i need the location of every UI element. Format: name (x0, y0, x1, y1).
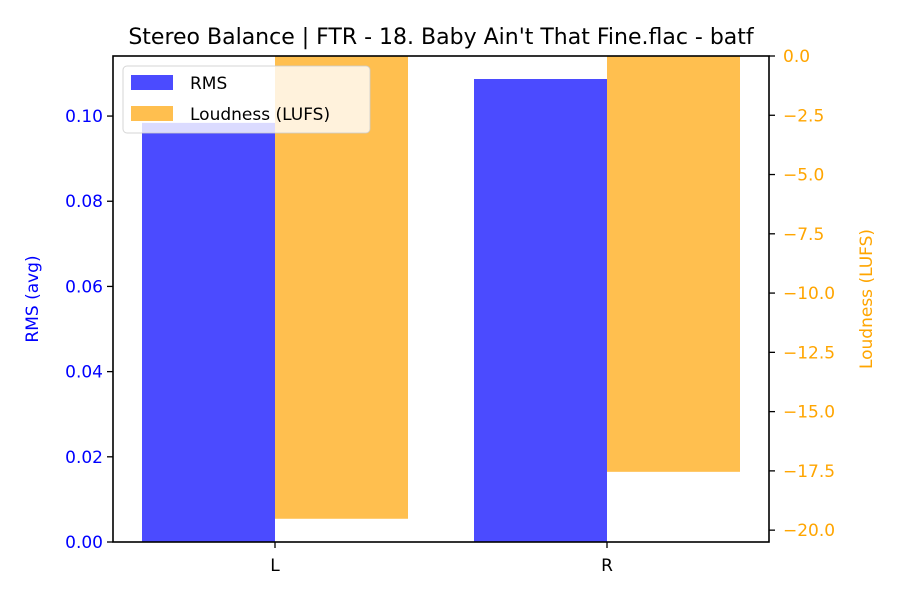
loudness-bar-R (607, 56, 740, 472)
left-tick-label: 0.00 (65, 533, 103, 553)
right-tick-label: −17.5 (783, 462, 835, 482)
legend-swatch-loudness (131, 106, 173, 121)
x-tick-label: R (601, 556, 613, 576)
legend-label-loudness: Loudness (LUFS) (190, 105, 330, 125)
right-tick-label: −5.0 (783, 166, 824, 186)
chart-title: Stereo Balance | FTR - 18. Baby Ain't Th… (128, 25, 755, 50)
left-y-axis-label: RMS (avg) (23, 255, 43, 342)
left-tick-label: 0.02 (65, 448, 103, 468)
right-y-axis-ticks: 0.0 −2.5 −5.0 −7.5 −10.0 −12.5 −15.0 −17.5 −20.0 (769, 47, 835, 541)
right-tick-label: −2.5 (783, 106, 824, 126)
left-tick-label: 0.08 (65, 192, 103, 212)
left-tick-label: 0.06 (65, 277, 103, 297)
right-tick-label: −7.5 (783, 225, 824, 245)
left-tick-label: 0.04 (65, 363, 103, 383)
rms-bars (142, 79, 607, 542)
right-tick-label: −12.5 (783, 343, 835, 363)
right-tick-label: −15.0 (783, 403, 835, 423)
rms-bar-R (474, 79, 607, 542)
x-tick-label: L (270, 556, 280, 576)
right-tick-label: 0.0 (783, 47, 810, 67)
right-tick-label: −10.0 (783, 284, 835, 304)
left-tick-label: 0.10 (65, 107, 103, 127)
rms-bar-L (142, 122, 275, 542)
right-y-axis-label: Loudness (LUFS) (857, 229, 877, 369)
legend: RMS Loudness (LUFS) (122, 65, 371, 134)
legend-label-rms: RMS (190, 74, 227, 94)
right-tick-label: −20.0 (783, 521, 835, 541)
left-y-axis-ticks: 0.00 0.02 0.04 0.06 0.08 0.10 (65, 107, 113, 553)
legend-swatch-rms (131, 75, 173, 90)
axes-frame (112, 55, 770, 543)
